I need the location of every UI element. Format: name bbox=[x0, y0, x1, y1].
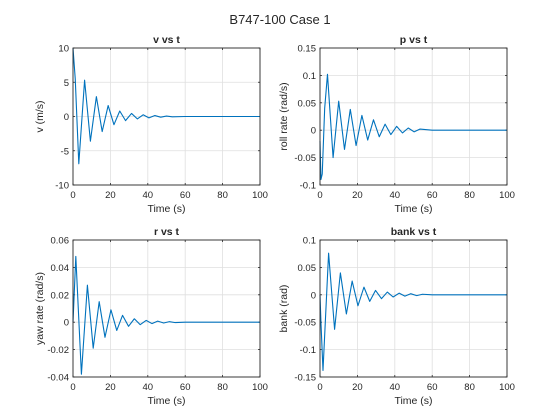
y-tick-label: 0.1 bbox=[303, 236, 316, 247]
x-tick-label: 40 bbox=[390, 190, 401, 201]
x-tick-label: 60 bbox=[180, 382, 191, 393]
y-tick-label: -0.04 bbox=[47, 373, 69, 384]
y-tick-label: -5 bbox=[61, 146, 69, 157]
x-tick-label: 20 bbox=[105, 382, 116, 393]
x-tick-label: 80 bbox=[464, 190, 475, 201]
plot-area bbox=[320, 240, 507, 377]
x-tick-label: 0 bbox=[317, 382, 322, 393]
x-tick-label: 20 bbox=[105, 190, 116, 201]
y-tick-label: -10 bbox=[55, 181, 69, 192]
subplot-v: 0 20 40 60 80 100 -10 -5 0 5 10 v vs t Time (s) v (m/… bbox=[34, 34, 268, 215]
y-axis-label: bank (rad) bbox=[278, 285, 290, 333]
y-tick-label: -0.02 bbox=[47, 345, 69, 356]
y-tick-label: 0.04 bbox=[51, 263, 70, 274]
x-tick-label: 100 bbox=[252, 190, 268, 201]
plot-area bbox=[73, 240, 260, 377]
y-tick-label: -0.05 bbox=[294, 153, 316, 164]
y-tick-label: 0 bbox=[311, 290, 316, 301]
x-tick-label: 40 bbox=[143, 382, 154, 393]
x-tick-label: 0 bbox=[70, 190, 75, 201]
y-tick-label: 0.06 bbox=[51, 236, 70, 247]
x-tick-label: 80 bbox=[217, 190, 228, 201]
x-tick-label: 80 bbox=[217, 382, 228, 393]
x-axis-label: Time (s) bbox=[394, 203, 432, 215]
x-tick-label: 80 bbox=[464, 382, 475, 393]
y-tick-label: -0.1 bbox=[300, 181, 316, 192]
figure-title: B747-100 Case 1 bbox=[229, 12, 330, 27]
x-tick-label: 60 bbox=[427, 190, 438, 201]
y-tick-label: 0 bbox=[64, 318, 69, 329]
y-tick-label: 5 bbox=[64, 78, 69, 89]
x-tick-label: 40 bbox=[143, 190, 154, 201]
y-tick-label: 0.05 bbox=[298, 98, 317, 109]
subplot-p: 0 20 40 60 80 100 -0.1 -0.05 0 0.05 0.1 0.15 p vs t T… bbox=[278, 34, 515, 215]
x-axis-label: Time (s) bbox=[394, 395, 432, 407]
plot-frame bbox=[72, 239, 261, 378]
subplot-r: 0 20 40 60 80 100 -0.04 -0.02 0 0.02 0.04 0.06 r vs … bbox=[34, 226, 268, 407]
series-line bbox=[319, 252, 507, 371]
subplot-title: p vs t bbox=[400, 34, 428, 46]
y-tick-label: 0.15 bbox=[298, 44, 317, 55]
plot-frame bbox=[319, 47, 508, 186]
plot-frame bbox=[72, 47, 261, 186]
y-tick-label: 0 bbox=[311, 126, 316, 137]
y-tick-label: -0.1 bbox=[300, 345, 316, 356]
x-tick-label: 60 bbox=[180, 190, 191, 201]
y-tick-label: 0.05 bbox=[298, 263, 317, 274]
y-tick-label: 0.02 bbox=[51, 290, 70, 301]
subplot-title: v vs t bbox=[153, 34, 180, 46]
subplot-title: r vs t bbox=[154, 226, 180, 238]
y-tick-label: 0.1 bbox=[303, 71, 316, 82]
y-axis-label: yaw rate (rad/s) bbox=[34, 272, 46, 345]
x-tick-label: 100 bbox=[252, 382, 268, 393]
y-tick-label: -0.15 bbox=[294, 373, 316, 384]
y-tick-label: 0 bbox=[64, 112, 69, 123]
x-tick-label: 100 bbox=[499, 382, 515, 393]
x-tick-label: 0 bbox=[70, 382, 75, 393]
subplot-bank: 0 20 40 60 80 100 -0.15 -0.1 -0.05 0 0.05 0.1 bank v… bbox=[278, 226, 515, 407]
plot-frame bbox=[319, 239, 508, 378]
y-axis-label: roll rate (rad/s) bbox=[278, 82, 290, 150]
series-line bbox=[72, 47, 260, 165]
x-axis-label: Time (s) bbox=[147, 395, 185, 407]
x-tick-label: 20 bbox=[352, 190, 363, 201]
y-tick-label: -0.05 bbox=[294, 318, 316, 329]
subplot-title: bank vs t bbox=[391, 226, 437, 238]
y-tick-label: 10 bbox=[58, 44, 69, 55]
x-tick-label: 20 bbox=[352, 382, 363, 393]
y-axis-label: v (m/s) bbox=[34, 100, 46, 132]
x-tick-label: 0 bbox=[317, 190, 322, 201]
x-tick-label: 40 bbox=[390, 382, 401, 393]
series-line bbox=[72, 255, 260, 375]
plot-area bbox=[320, 48, 507, 185]
x-axis-label: Time (s) bbox=[147, 203, 185, 215]
x-tick-label: 60 bbox=[427, 382, 438, 393]
series-line bbox=[319, 73, 507, 181]
x-tick-label: 100 bbox=[499, 190, 515, 201]
